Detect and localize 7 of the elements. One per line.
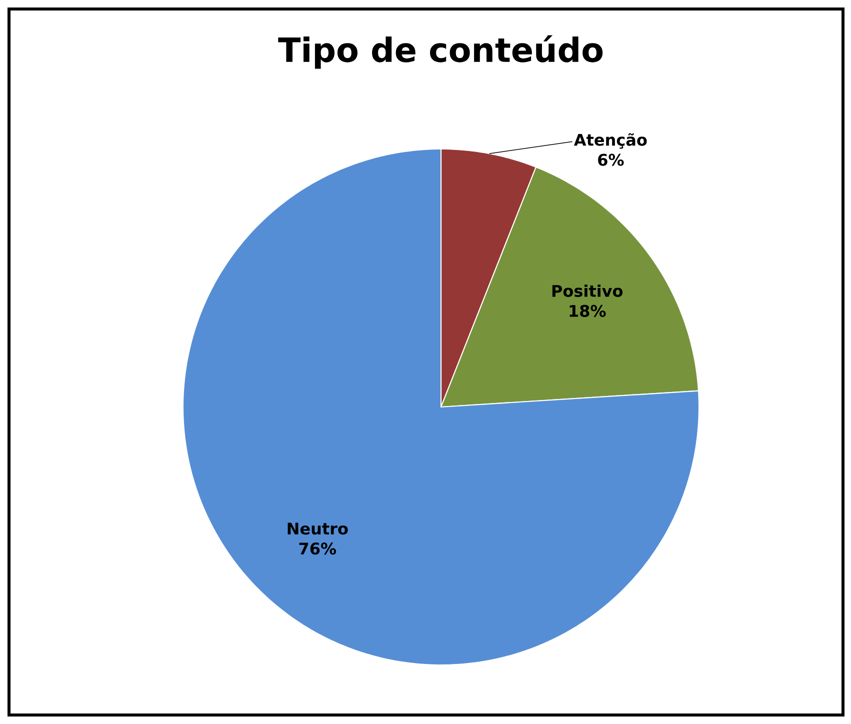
- data-label: 18%: [570, 304, 606, 317]
- data-label: 6%: [598, 154, 624, 166]
- slice-label: Positivo: [552, 284, 623, 297]
- chart-title: Tipo de conteúdo: [278, 35, 603, 69]
- slice-label: Neutro: [288, 522, 348, 535]
- slice-label: Atenção: [574, 133, 647, 149]
- data-label: 76%: [299, 542, 336, 555]
